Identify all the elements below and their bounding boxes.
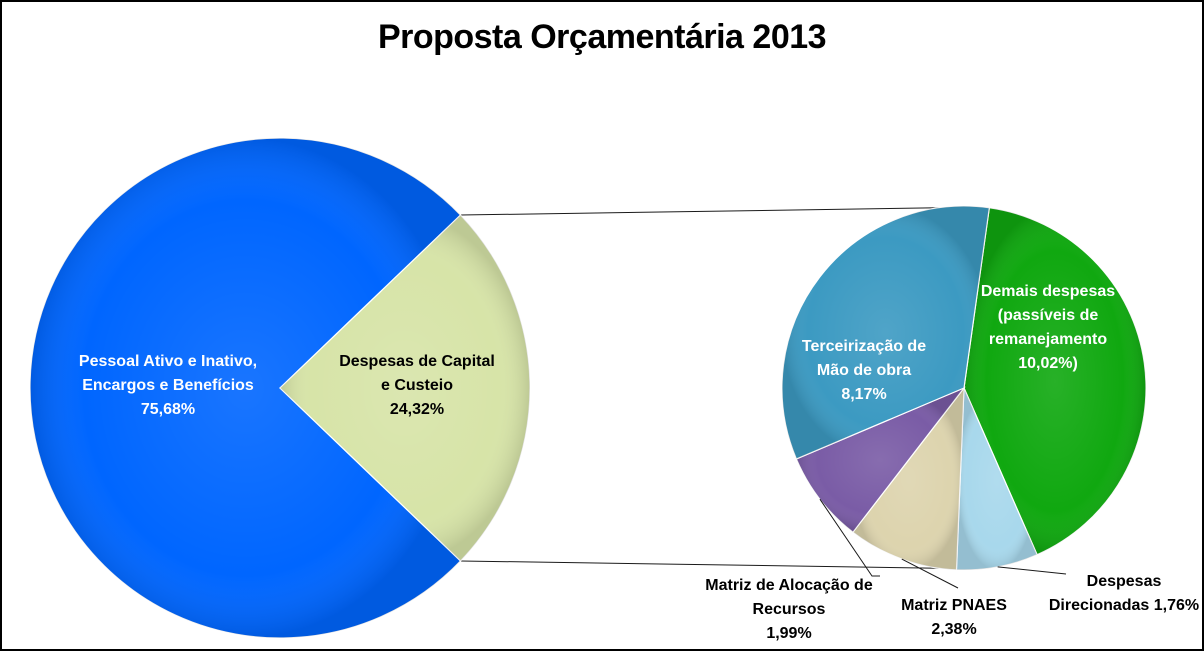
- data-labels: Pessoal Ativo e Inativo, Encargos e Benef…: [79, 283, 1199, 642]
- chart-title: Proposta Orçamentária 2013: [377, 18, 827, 56]
- label-despesas-direcionadas: Despesas Direcionadas 1,76%: [1049, 573, 1199, 614]
- slice-terceirizacao-shade: [782, 205, 990, 459]
- slice-pessoal-shade: [30, 138, 461, 638]
- label-matriz-alocacao: Matriz de Alocação de Recursos 1,99%: [705, 577, 873, 642]
- label-matriz-pnaes: Matriz PNAES 2,38%: [901, 597, 1007, 638]
- label-demais-despesas: Demais despesas (passíveis de remanejament…: [981, 283, 1115, 372]
- slice-matriz-pnaes-shade: [852, 388, 964, 570]
- label-terceirizacao: Terceirização de Mão de obra 8,17%: [802, 338, 926, 403]
- secondary-pie: [781, 205, 1147, 571]
- leader-lines: [819, 498, 1067, 589]
- leader-matriz-alocacao: [819, 498, 880, 577]
- label-pessoal: Pessoal Ativo e Inativo, Encargos e Benef…: [79, 353, 257, 418]
- slice-despesas-direcionadas-shade: [956, 388, 1038, 570]
- connector-bottom: [460, 560, 939, 569]
- label-despesas-capital: Despesas de Capital e Custeio 24,32%: [339, 353, 495, 418]
- slice-despesas-capital-shade: [280, 215, 530, 561]
- slice-matriz-alocacao-shade: [796, 388, 964, 533]
- leader-matriz-pnaes: [901, 558, 959, 589]
- connector-top: [460, 207, 939, 216]
- slice-demais-despesas-shade: [964, 207, 1146, 555]
- leader-despesas-direcionadas: [997, 566, 1067, 575]
- main-pie: [29, 137, 531, 639]
- connector-lines: [460, 207, 939, 569]
